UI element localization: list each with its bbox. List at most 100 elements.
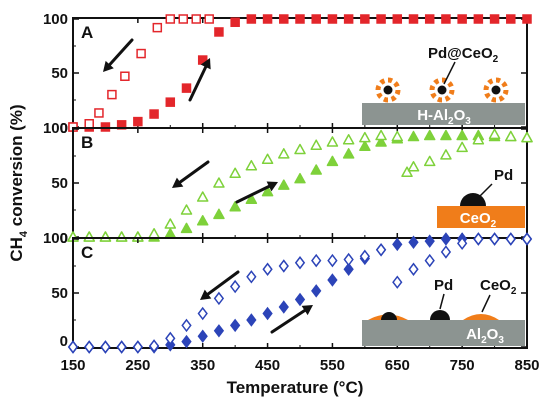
data-point: [489, 14, 500, 24]
x-tick-label: 150: [60, 357, 85, 374]
panels-layer: 050100AH-Al2O3Pd@CeO2050100BCeO2Pd050100…: [43, 11, 533, 354]
data-point: [473, 14, 484, 24]
data-point: [246, 14, 257, 24]
particle-pointer: [443, 61, 456, 85]
data-point: [261, 185, 274, 197]
data-point: [246, 270, 257, 284]
data-point: [408, 14, 419, 24]
ceo2-pointer: [481, 294, 491, 313]
data-point: [83, 231, 95, 242]
x-tick-label: 850: [514, 357, 539, 374]
data-point: [456, 141, 468, 153]
data-point: [521, 232, 533, 246]
data-point: [424, 14, 435, 24]
x-axis-title: Temperature (°C): [227, 378, 364, 397]
y-tick-label: 50: [51, 65, 68, 82]
data-point: [359, 249, 371, 264]
data-point: [197, 329, 208, 343]
data-point: [342, 134, 355, 145]
data-point: [311, 14, 321, 24]
data-point: [213, 208, 225, 220]
cooling-arrow: [172, 160, 210, 188]
data-point: [310, 164, 322, 175]
particle-label: Pd@CeO2: [428, 45, 499, 65]
ceo2-support: [437, 206, 525, 228]
x-tick-labels: 150 250 350 450 550 650 750 850: [60, 357, 539, 374]
support-label-subscript: 2: [481, 335, 487, 346]
support-label-subscript: 3: [465, 116, 471, 127]
data-point: [196, 191, 209, 202]
data-point: [191, 14, 201, 24]
data-point: [261, 153, 274, 164]
data-point: [441, 14, 451, 24]
data-point: [506, 14, 516, 24]
panel-letter: B: [81, 133, 93, 152]
data-point: [278, 259, 289, 273]
support-label-mid: O: [487, 326, 499, 343]
heating-arrow: [270, 305, 313, 334]
data-point: [375, 243, 387, 257]
data-point: [214, 27, 224, 37]
data-point: [457, 14, 467, 24]
data-point: [116, 340, 127, 354]
data-point: [326, 136, 339, 147]
data-point: [84, 119, 94, 129]
data-point: [165, 97, 176, 107]
cooling-arrow: [200, 270, 240, 300]
data-point: [522, 14, 532, 24]
data-point: [343, 14, 354, 24]
data-point: [489, 232, 500, 246]
support-label-mid: O: [454, 107, 466, 124]
data-point: [375, 136, 387, 147]
y-tick-label: 100: [43, 230, 68, 247]
data-point: [213, 291, 225, 306]
x-tick-label: 750: [450, 357, 475, 374]
y-tick-label: 0: [60, 120, 68, 137]
data-point: [392, 275, 403, 289]
data-point: [343, 252, 354, 267]
data-point: [84, 340, 95, 354]
data-point: [181, 334, 192, 349]
data-point: [473, 232, 484, 246]
data-point: [67, 340, 79, 354]
y-tick-label: 50: [51, 175, 68, 192]
x-tick-label: 350: [190, 357, 215, 374]
data-point: [152, 22, 163, 33]
data-point: [204, 14, 214, 24]
data-point: [245, 159, 258, 171]
support-label-subscript: 2: [491, 219, 497, 230]
panel-inset: CeO2 Pd: [437, 167, 525, 230]
data-point: [424, 253, 435, 268]
data-point: [392, 237, 403, 252]
particle-pointer: [439, 293, 445, 310]
data-point: [424, 234, 435, 248]
y-tick-label: 50: [51, 285, 68, 302]
data-point: [440, 129, 452, 141]
data-point: [178, 14, 189, 24]
pd-particle: [460, 193, 486, 206]
data-point: [440, 149, 452, 160]
data-point: [100, 340, 111, 354]
data-point: [505, 232, 516, 246]
data-point: [440, 245, 452, 259]
panel-letter: A: [81, 23, 93, 42]
core-shell-particle: [429, 77, 455, 103]
data-point: [456, 236, 468, 251]
data-point: [456, 129, 468, 141]
data-point: [327, 273, 338, 287]
particle-pointer: [479, 183, 493, 197]
x-tick-label: 550: [320, 357, 345, 374]
support-label-subscript: 2: [448, 116, 454, 127]
data-point: [107, 89, 117, 100]
data-point: [213, 324, 225, 338]
data-point: [392, 14, 403, 24]
y-tick-label: 100: [43, 11, 68, 28]
support-label-main: H-Al: [417, 107, 448, 124]
data-point: [359, 140, 371, 152]
alumina-support: [362, 320, 525, 346]
core-shell-particle: [483, 77, 509, 103]
data-point: [360, 14, 370, 24]
data-point: [245, 193, 258, 204]
